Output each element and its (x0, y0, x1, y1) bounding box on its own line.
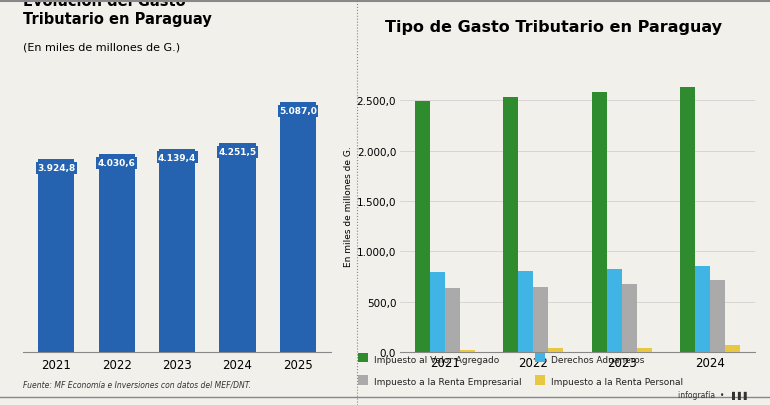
Bar (219, 144, 256, 352)
Text: Evolución del Gasto
Tributario en Paraguay: Evolución del Gasto Tributario en Paragu… (23, 0, 212, 27)
Bar (591, 93, 607, 352)
Text: Impuesto a la Renta Personal: Impuesto a la Renta Personal (551, 377, 684, 386)
Bar (445, 288, 460, 352)
Bar (280, 103, 316, 352)
Bar (695, 266, 711, 352)
Text: Tipo de Gasto Tributario en Paraguay: Tipo de Gasto Tributario en Paraguay (385, 20, 722, 35)
Bar (460, 350, 475, 352)
Text: infografía  •  ▐▐▐: infografía • ▐▐▐ (678, 390, 747, 399)
Bar (533, 287, 548, 352)
Text: 4.139,4: 4.139,4 (158, 153, 196, 162)
Bar (159, 149, 196, 352)
Y-axis label: En miles de millones de G.: En miles de millones de G. (343, 146, 353, 267)
Bar (622, 284, 637, 352)
Text: Impuesto a la Renta Empresarial: Impuesto a la Renta Empresarial (374, 377, 522, 386)
Bar (607, 269, 622, 352)
Bar (430, 272, 445, 352)
Text: (En miles de millones de G.): (En miles de millones de G.) (23, 43, 180, 53)
Bar (414, 102, 430, 352)
Text: Impuesto al Valor Agregado: Impuesto al Valor Agregado (374, 355, 500, 364)
Bar (99, 155, 135, 352)
Text: Fuente: MF Economía e Inversiones con datos del MEF/DNT.: Fuente: MF Economía e Inversiones con da… (23, 380, 251, 389)
Text: 4.251,5: 4.251,5 (219, 148, 256, 157)
Bar (711, 280, 725, 352)
Bar (637, 348, 652, 352)
Text: 4.030,6: 4.030,6 (98, 159, 136, 168)
Text: 3.924,8: 3.924,8 (37, 164, 75, 173)
Bar (503, 98, 518, 352)
Bar (725, 345, 741, 352)
Text: Derechos Aduaneros: Derechos Aduaneros (551, 355, 644, 364)
Bar (548, 348, 564, 352)
Bar (38, 160, 75, 352)
Bar (680, 87, 695, 352)
Bar (518, 271, 533, 352)
Text: 5.087,0: 5.087,0 (279, 107, 316, 116)
